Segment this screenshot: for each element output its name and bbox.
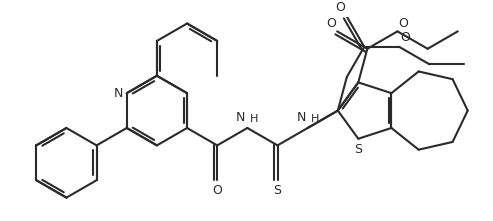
Text: N: N xyxy=(114,87,123,100)
Text: S: S xyxy=(354,143,362,156)
Text: H: H xyxy=(311,114,319,124)
Text: S: S xyxy=(274,184,282,197)
Text: N: N xyxy=(236,111,246,124)
Text: O: O xyxy=(400,31,410,44)
Text: H: H xyxy=(250,114,258,124)
Text: O: O xyxy=(335,1,345,14)
Text: N: N xyxy=(296,111,306,124)
Text: O: O xyxy=(398,17,408,30)
Text: O: O xyxy=(326,17,336,30)
Text: O: O xyxy=(212,184,222,197)
